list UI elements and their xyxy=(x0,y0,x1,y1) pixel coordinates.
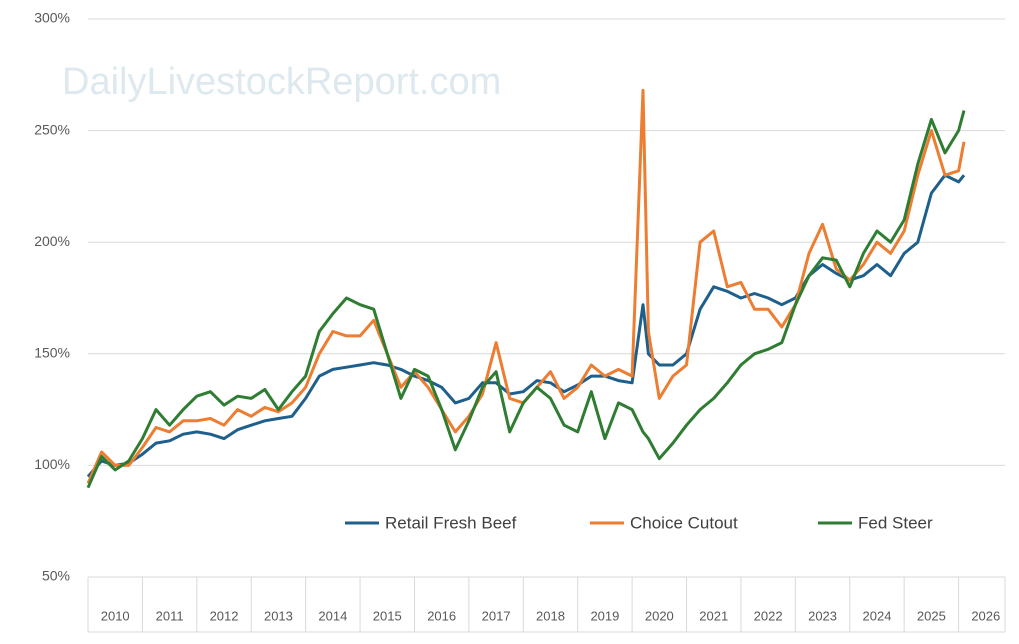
legend-label: Choice Cutout xyxy=(630,513,738,532)
y-tick-label: 250% xyxy=(34,121,70,137)
x-tick-label: 2012 xyxy=(210,608,239,623)
x-tick-label: 2023 xyxy=(808,608,837,623)
watermark: DailyLivestockReport.com xyxy=(62,61,501,103)
y-tick-label: 200% xyxy=(34,233,70,249)
legend-label: Fed Steer xyxy=(858,513,933,532)
x-tick-label: 2010 xyxy=(101,608,130,623)
y-tick-label: 150% xyxy=(34,345,70,361)
x-tick-label: 2025 xyxy=(917,608,946,623)
x-tick-label: 2013 xyxy=(264,608,293,623)
series-line xyxy=(86,173,966,478)
x-tick-label: 2021 xyxy=(699,608,728,623)
x-tick-label: 2020 xyxy=(645,608,674,623)
x-tick-label: 2019 xyxy=(590,608,619,623)
x-tick-label: 2017 xyxy=(482,608,511,623)
x-tick-label: 2016 xyxy=(427,608,456,623)
x-tick-label: 2022 xyxy=(754,608,783,623)
x-tick-label: 2024 xyxy=(863,608,892,623)
x-tick-label: 2026 xyxy=(971,608,1000,623)
x-tick-label: 2014 xyxy=(318,608,347,623)
y-tick-label: 300% xyxy=(34,10,70,26)
x-tick-label: 2015 xyxy=(373,608,402,623)
series-line xyxy=(86,88,966,484)
series-line xyxy=(86,110,966,489)
x-tick-label: 2011 xyxy=(156,608,184,623)
legend-label: Retail Fresh Beef xyxy=(385,513,517,532)
y-tick-label: 50% xyxy=(42,568,70,584)
y-tick-label: 100% xyxy=(34,456,70,472)
x-tick-label: 2018 xyxy=(536,608,565,623)
